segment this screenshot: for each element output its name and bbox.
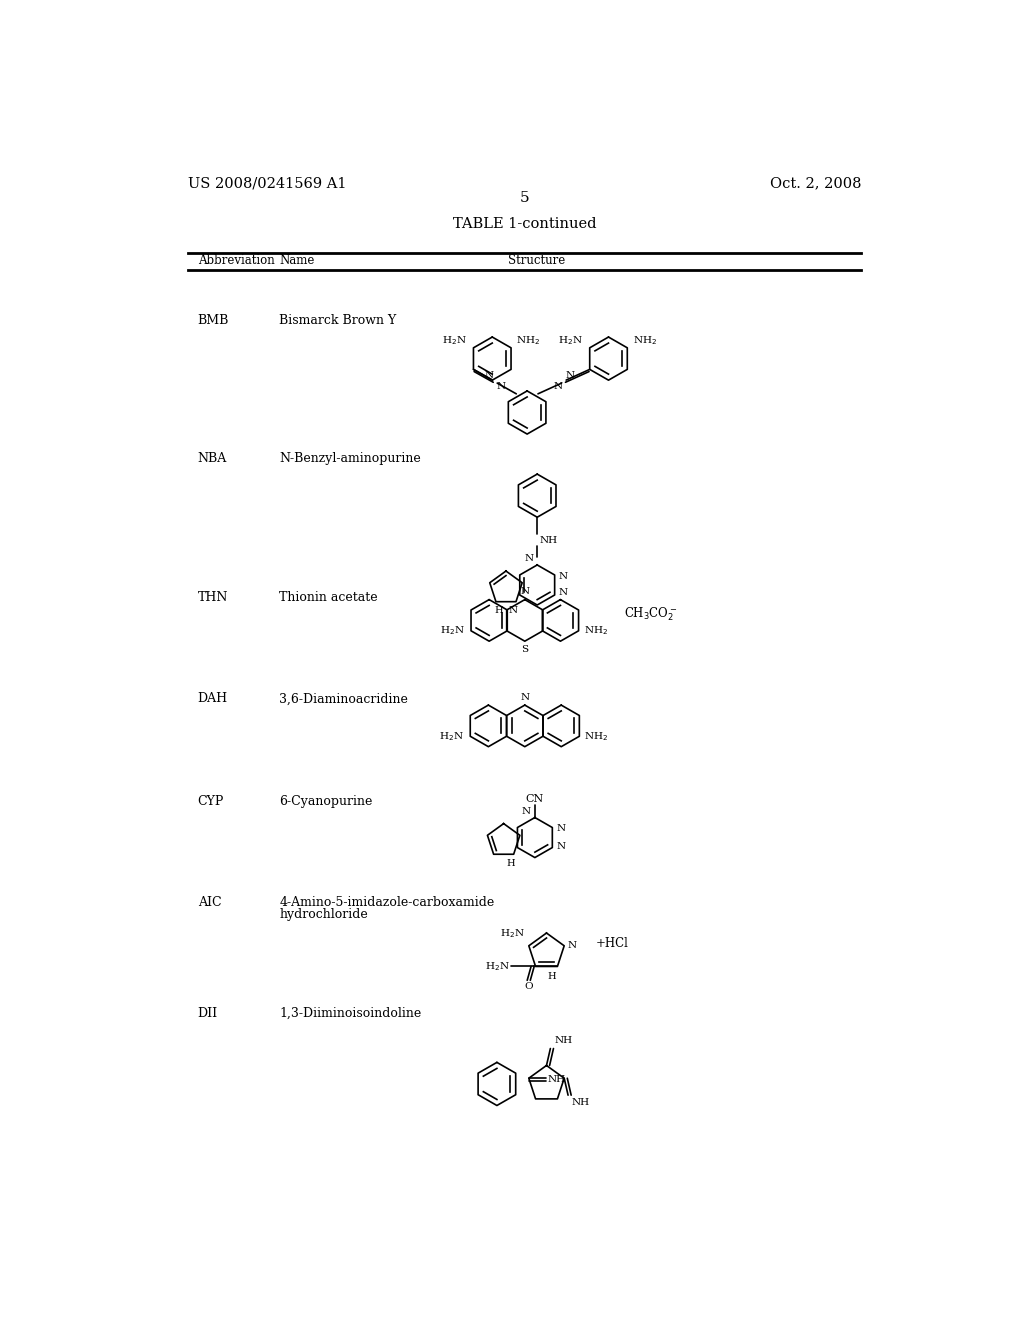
Text: BMB: BMB <box>198 314 229 326</box>
Text: Structure: Structure <box>508 255 565 268</box>
Text: NH$_2$: NH$_2$ <box>633 334 656 347</box>
Text: NH$_2$: NH$_2$ <box>516 334 541 347</box>
Text: H$_2$N: H$_2$N <box>439 624 464 638</box>
Text: N: N <box>557 842 565 851</box>
Text: AIC: AIC <box>198 896 221 909</box>
Text: Thionin acetate: Thionin acetate <box>280 591 378 603</box>
Text: N: N <box>565 371 574 380</box>
Text: H: H <box>495 606 504 615</box>
Text: N: N <box>497 381 506 391</box>
Text: N: N <box>557 824 565 833</box>
Text: US 2008/0241569 A1: US 2008/0241569 A1 <box>188 176 347 190</box>
Text: N: N <box>521 807 530 816</box>
Text: +HCl: +HCl <box>596 937 629 950</box>
Text: N: N <box>508 606 517 615</box>
Text: N-Benzyl-aminopurine: N-Benzyl-aminopurine <box>280 453 421 465</box>
Text: 4-Amino-5-imidazole-carboxamide: 4-Amino-5-imidazole-carboxamide <box>280 896 495 909</box>
Text: NH: NH <box>548 1076 565 1084</box>
Text: CYP: CYP <box>198 795 224 808</box>
Text: N: N <box>484 371 494 380</box>
Text: Bismarck Brown Y: Bismarck Brown Y <box>280 314 396 326</box>
Text: N: N <box>553 381 562 391</box>
Text: H$_2$N: H$_2$N <box>484 960 509 973</box>
Text: N: N <box>520 587 529 595</box>
Text: hydrochloride: hydrochloride <box>280 908 368 921</box>
Text: Name: Name <box>280 255 314 268</box>
Text: H: H <box>506 859 515 869</box>
Text: CH$_3$CO$_2^-$: CH$_3$CO$_2^-$ <box>624 606 677 623</box>
Text: NBA: NBA <box>198 453 227 465</box>
Text: N: N <box>559 573 568 582</box>
Text: NH: NH <box>572 1098 590 1107</box>
Text: THN: THN <box>198 591 228 603</box>
Text: CN: CN <box>525 793 544 804</box>
Text: H$_2$N: H$_2$N <box>558 334 583 347</box>
Text: NH$_2$: NH$_2$ <box>585 730 608 743</box>
Text: TABLE 1-continued: TABLE 1-continued <box>453 216 597 231</box>
Text: O: O <box>524 982 534 991</box>
Text: NH: NH <box>554 1036 572 1045</box>
Text: 3,6-Diaminoacridine: 3,6-Diaminoacridine <box>280 693 408 705</box>
Text: S: S <box>521 645 528 653</box>
Text: H$_2$N: H$_2$N <box>442 334 467 347</box>
Text: H: H <box>548 973 556 981</box>
Text: DII: DII <box>198 1007 218 1019</box>
Text: N: N <box>520 693 529 702</box>
Text: N: N <box>524 553 534 562</box>
Text: 6-Cyanopurine: 6-Cyanopurine <box>280 795 373 808</box>
Text: N: N <box>567 941 577 950</box>
Text: NH$_2$: NH$_2$ <box>584 624 608 638</box>
Text: DAH: DAH <box>198 693 228 705</box>
Text: NH: NH <box>540 536 558 545</box>
Text: H$_2$N: H$_2$N <box>500 927 525 940</box>
Text: 5: 5 <box>520 191 529 206</box>
Text: N: N <box>559 589 568 598</box>
Text: Abbreviation: Abbreviation <box>198 255 274 268</box>
Text: 1,3-Diiminoisoindoline: 1,3-Diiminoisoindoline <box>280 1007 421 1019</box>
Text: H$_2$N: H$_2$N <box>439 730 464 743</box>
Text: Oct. 2, 2008: Oct. 2, 2008 <box>770 176 861 190</box>
